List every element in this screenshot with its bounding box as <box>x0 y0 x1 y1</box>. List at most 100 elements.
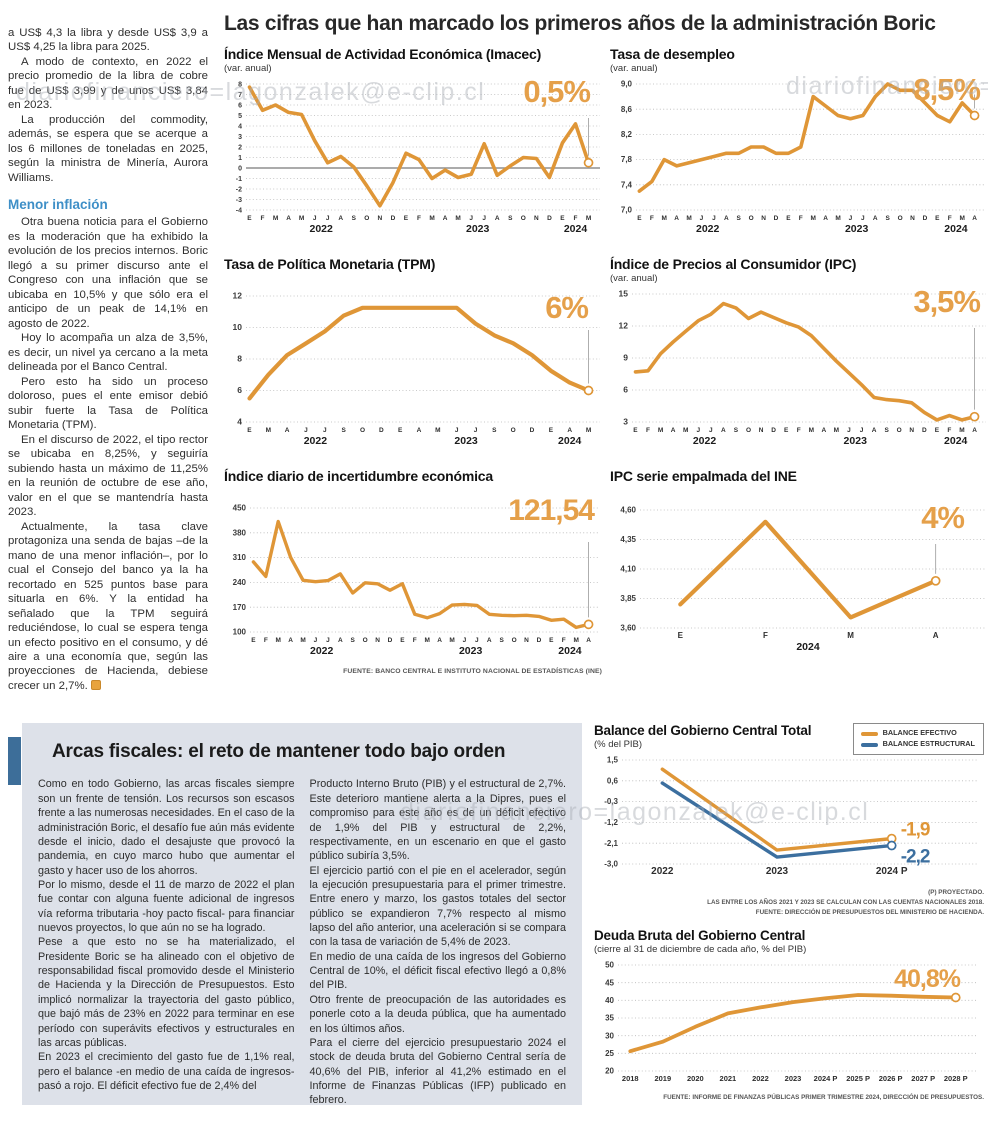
svg-text:A: A <box>972 215 977 222</box>
svg-text:S: S <box>508 215 513 222</box>
svg-text:E: E <box>678 631 684 640</box>
svg-text:7,4: 7,4 <box>621 180 633 189</box>
svg-text:2023: 2023 <box>785 1074 802 1083</box>
svg-text:O: O <box>749 215 754 222</box>
svg-text:A: A <box>821 427 826 434</box>
infographic-area: Las cifras que han marcado los primeros … <box>208 4 988 693</box>
svg-text:M: M <box>683 427 688 434</box>
chart-title: Deuda Bruta del Gobierno Central <box>594 927 806 943</box>
chart-title: Tasa de Política Monetaria (TPM) <box>224 256 436 272</box>
svg-text:35: 35 <box>605 1013 614 1022</box>
svg-text:3,60: 3,60 <box>620 624 636 633</box>
article-paragraph: Actualmente, la tasa clave protagoniza u… <box>8 520 208 694</box>
latest-value: 3,5% <box>913 284 981 319</box>
svg-text:2022: 2022 <box>304 435 328 447</box>
fiscal-paragraph: En medio de una caída de los ingresos de… <box>309 950 567 992</box>
svg-text:M: M <box>273 215 278 222</box>
svg-text:25: 25 <box>605 1049 614 1058</box>
svg-text:E: E <box>637 215 642 222</box>
svg-text:2025 P: 2025 P <box>846 1074 870 1083</box>
svg-text:A: A <box>872 427 877 434</box>
svg-text:J: J <box>849 215 853 222</box>
legend-label: BALANCE EFECTIVO <box>882 728 957 738</box>
svg-text:S: S <box>886 215 891 222</box>
svg-text:6: 6 <box>238 103 242 110</box>
svg-text:2022: 2022 <box>752 1074 769 1083</box>
charts-grid: Índice Mensual de Actividad Económica (I… <box>224 46 988 675</box>
svg-text:0: 0 <box>238 166 242 173</box>
svg-text:F: F <box>797 427 801 434</box>
source-note: FUENTE: BANCO CENTRAL E INSTITUTO NACION… <box>343 668 602 675</box>
footnote: FUENTE: DIRECCIÓN DE PRESUPUESTOS DEL MI… <box>755 908 984 916</box>
svg-text:A: A <box>933 631 939 640</box>
svg-text:9,0: 9,0 <box>621 80 633 89</box>
svg-text:S: S <box>492 427 497 434</box>
svg-text:8,6: 8,6 <box>621 105 633 114</box>
article-paragraph: a US$ 4,3 la libra y desde US$ 3,9 a US$… <box>8 27 208 54</box>
svg-text:2: 2 <box>238 145 242 152</box>
chart-balance-gobierno: Balance del Gobierno Central Total (% de… <box>594 723 984 917</box>
svg-text:F: F <box>562 637 566 644</box>
svg-text:4: 4 <box>238 124 242 131</box>
svg-text:O: O <box>897 427 902 434</box>
svg-text:F: F <box>948 215 952 222</box>
chart-title: Tasa de desempleo <box>610 46 735 62</box>
svg-text:9: 9 <box>623 353 628 363</box>
chart-plot: 8,5% 9,0 8,6 8,2 7,8 7,4 7,0 E F M A M J J A S O N D E F M A M… <box>610 72 988 240</box>
chart-imacec: Índice Mensual de Actividad Económica (I… <box>224 46 602 240</box>
svg-text:2023: 2023 <box>845 223 869 235</box>
svg-text:8,2: 8,2 <box>621 130 633 139</box>
svg-text:2023: 2023 <box>844 435 868 447</box>
svg-text:J: J <box>696 427 700 434</box>
svg-text:F: F <box>947 427 951 434</box>
chart-tpm: Tasa de Política Monetaria (TPM) 6% 12 10… <box>224 256 602 452</box>
chart-plot: 40,8% 50 45 40 35 30 25 20 2018 2019 2020 2021 2022… <box>594 957 984 1091</box>
footnote: (P) PROYECTADO. <box>928 889 984 897</box>
svg-text:45: 45 <box>605 978 614 987</box>
svg-text:-0,3: -0,3 <box>604 798 618 807</box>
svg-text:J: J <box>455 427 459 434</box>
svg-text:2023: 2023 <box>459 645 483 657</box>
chart-footnote: FUENTE: INFORME DE FINANZAS PÚBLICAS PRI… <box>594 1093 984 1103</box>
svg-text:E: E <box>935 215 940 222</box>
svg-text:2022: 2022 <box>310 645 334 657</box>
svg-text:F: F <box>650 215 654 222</box>
svg-text:7,8: 7,8 <box>621 155 633 164</box>
fiscal-paragraph: Otro frente de preocupación de las autor… <box>309 993 567 1035</box>
svg-text:A: A <box>674 215 679 222</box>
svg-text:F: F <box>799 215 803 222</box>
svg-text:M: M <box>424 637 429 644</box>
svg-text:310: 310 <box>233 553 247 562</box>
fiscal-paragraph: Producto Interno Bruto (PIB) y el estruc… <box>309 778 567 863</box>
fiscal-paragraph: El ejercicio partió con el pie en el ace… <box>309 864 567 949</box>
svg-text:A: A <box>417 427 422 434</box>
svg-text:J: J <box>861 215 865 222</box>
svg-text:A: A <box>286 215 291 222</box>
svg-text:2028 P: 2028 P <box>944 1074 968 1083</box>
svg-text:-1,2: -1,2 <box>604 818 618 827</box>
svg-text:N: N <box>910 215 915 222</box>
svg-text:170: 170 <box>233 603 247 612</box>
svg-text:D: D <box>771 427 776 434</box>
legend-label: BALANCE ESTRUCTURAL <box>882 739 975 749</box>
svg-text:4,35: 4,35 <box>620 535 636 544</box>
svg-text:2019: 2019 <box>654 1074 671 1083</box>
svg-text:M: M <box>809 427 814 434</box>
svg-text:A: A <box>721 427 726 434</box>
svg-text:N: N <box>375 637 380 644</box>
svg-text:-3,0: -3,0 <box>604 860 618 869</box>
svg-text:E: E <box>549 427 554 434</box>
chart-plot: 4% 4,60 4,35 4,10 3,85 3,60 E F M A 2024 <box>610 498 988 658</box>
svg-text:E: E <box>549 637 554 644</box>
svg-text:M: M <box>435 427 440 434</box>
fiscal-column-1: Como en todo Gobierno, las arcas fiscale… <box>38 777 295 1107</box>
chart-subtitle <box>224 273 602 286</box>
article-column: a US$ 4,3 la libra y desde US$ 3,9 a US$… <box>8 26 208 693</box>
svg-text:O: O <box>511 427 516 434</box>
svg-text:N: N <box>759 427 764 434</box>
svg-text:6: 6 <box>237 385 242 395</box>
svg-text:E: E <box>400 637 405 644</box>
svg-text:O: O <box>746 427 751 434</box>
svg-text:A: A <box>338 637 343 644</box>
article-paragraph: Otra buena noticia para el Gobierno es l… <box>8 216 208 330</box>
